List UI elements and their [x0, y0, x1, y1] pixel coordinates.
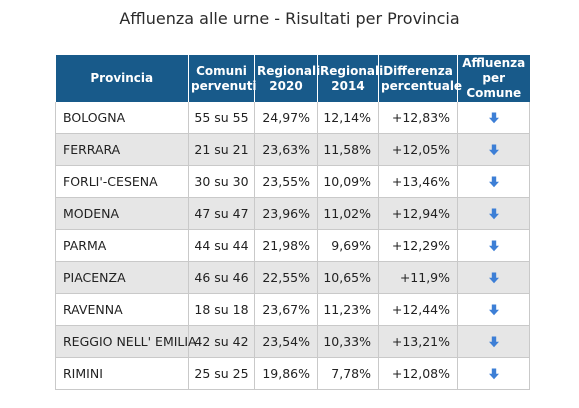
cell-provincia: PIACENZA [55, 261, 189, 294]
header-aff-line2: per Comune [466, 71, 522, 100]
cell-differenza: +11,9% [378, 261, 458, 294]
cell-comuni: 47 su 47 [188, 197, 255, 230]
header-aff-line1: Affluenza [462, 56, 526, 70]
cell-reg2020: 24,97% [254, 102, 318, 134]
header-diff-line1: Differenza [383, 63, 453, 78]
cell-reg2014: 12,14% [317, 102, 379, 134]
header-reg2014-line1: Regionali [320, 63, 384, 78]
cell-provincia: RIMINI [55, 357, 189, 390]
table-row: FERRARA 21 su 21 23,63% 11,58% +12,05% [55, 133, 530, 166]
cell-reg2014: 7,78% [317, 357, 379, 390]
cell-reg2020: 23,67% [254, 293, 318, 326]
cell-reg2020: 21,98% [254, 229, 318, 262]
cell-reg2020: 23,63% [254, 133, 318, 166]
cell-affluenza-download[interactable] [457, 293, 530, 326]
table-row: MODENA 47 su 47 23,96% 11,02% +12,94% [55, 197, 530, 230]
cell-reg2014: 10,65% [317, 261, 379, 294]
cell-comuni: 30 su 30 [188, 165, 255, 198]
download-arrow-icon[interactable] [487, 303, 501, 317]
cell-affluenza-download[interactable] [457, 165, 530, 198]
download-arrow-icon[interactable] [487, 271, 501, 285]
header-reg2014-line2: 2014 [331, 78, 365, 93]
cell-differenza: +12,05% [378, 133, 458, 166]
cell-reg2014: 10,33% [317, 325, 379, 358]
cell-differenza: +12,94% [378, 197, 458, 230]
cell-differenza: +12,08% [378, 357, 458, 390]
cell-provincia: RAVENNA [55, 293, 189, 326]
header-reg2020-line1: Regionali [257, 63, 321, 78]
cell-reg2020: 23,96% [254, 197, 318, 230]
cell-comuni: 25 su 25 [188, 357, 255, 390]
download-arrow-icon[interactable] [487, 143, 501, 157]
cell-provincia: FORLI'-CESENA [55, 165, 189, 198]
cell-affluenza-download[interactable] [457, 261, 530, 294]
table-row: BOLOGNA 55 su 55 24,97% 12,14% +12,83% [55, 102, 530, 134]
table-header-row: Provincia Comuni pervenuti Regionali 202… [55, 55, 530, 102]
table-row: FORLI'-CESENA 30 su 30 23,55% 10,09% +13… [55, 165, 530, 198]
cell-reg2020: 19,86% [254, 357, 318, 390]
download-arrow-icon[interactable] [487, 335, 501, 349]
cell-differenza: +13,21% [378, 325, 458, 358]
table-row: PARMA 44 su 44 21,98% 9,69% +12,29% [55, 229, 530, 262]
header-differenza-percentuale: Differenza percentuale [378, 55, 462, 102]
header-regionali-2014: Regionali 2014 [317, 55, 383, 102]
header-provincia: Provincia [55, 55, 189, 102]
header-reg2020-line2: 2020 [269, 78, 303, 93]
table-row: RAVENNA 18 su 18 23,67% 11,23% +12,44% [55, 293, 530, 326]
header-comuni-line2: pervenuti [191, 78, 257, 93]
header-provincia-label: Provincia [90, 71, 154, 85]
results-table: Provincia Comuni pervenuti Regionali 202… [55, 55, 530, 390]
header-diff-line2: percentuale [381, 78, 463, 93]
cell-reg2020: 23,55% [254, 165, 318, 198]
download-arrow-icon[interactable] [487, 239, 501, 253]
cell-provincia: REGGIO NELL' EMILIA [55, 325, 197, 358]
cell-reg2014: 10,09% [317, 165, 379, 198]
cell-provincia: MODENA [55, 197, 189, 230]
cell-reg2020: 22,55% [254, 261, 318, 294]
table-row: RIMINI 25 su 25 19,86% 7,78% +12,08% [55, 357, 530, 390]
cell-comuni: 18 su 18 [188, 293, 255, 326]
table-row: PIACENZA 46 su 46 22,55% 10,65% +11,9% [55, 261, 530, 294]
download-arrow-icon[interactable] [487, 367, 501, 381]
cell-reg2014: 9,69% [317, 229, 379, 262]
cell-reg2020: 23,54% [254, 325, 318, 358]
cell-comuni: 55 su 55 [188, 102, 255, 134]
cell-provincia: PARMA [55, 229, 189, 262]
cell-reg2014: 11,58% [317, 133, 379, 166]
header-comuni-pervenuti: Comuni pervenuti [188, 55, 257, 102]
cell-affluenza-download[interactable] [457, 197, 530, 230]
cell-differenza: +12,29% [378, 229, 458, 262]
cell-affluenza-download[interactable] [457, 102, 530, 134]
cell-provincia: BOLOGNA [55, 102, 189, 134]
cell-reg2014: 11,02% [317, 197, 379, 230]
cell-affluenza-download[interactable] [457, 133, 530, 166]
header-regionali-2020: Regionali 2020 [254, 55, 321, 102]
page-title: Affluenza alle urne - Risultati per Prov… [119, 9, 460, 28]
download-arrow-icon[interactable] [487, 111, 501, 125]
cell-affluenza-download[interactable] [457, 325, 530, 358]
cell-comuni: 21 su 21 [188, 133, 255, 166]
header-affluenza-per-comune: Affluenza per Comune [457, 55, 530, 102]
cell-comuni: 46 su 46 [188, 261, 255, 294]
cell-provincia: FERRARA [55, 133, 189, 166]
table-row: REGGIO NELL' EMILIA 42 su 42 23,54% 10,3… [55, 325, 530, 358]
cell-differenza: +12,83% [378, 102, 458, 134]
download-arrow-icon[interactable] [487, 207, 501, 221]
cell-affluenza-download[interactable] [457, 357, 530, 390]
cell-comuni: 44 su 44 [188, 229, 255, 262]
cell-reg2014: 11,23% [317, 293, 379, 326]
cell-affluenza-download[interactable] [457, 229, 530, 262]
cell-comuni: 42 su 42 [188, 325, 255, 358]
header-comuni-line1: Comuni [196, 63, 247, 78]
cell-differenza: +12,44% [378, 293, 458, 326]
cell-differenza: +13,46% [378, 165, 458, 198]
download-arrow-icon[interactable] [487, 175, 501, 189]
